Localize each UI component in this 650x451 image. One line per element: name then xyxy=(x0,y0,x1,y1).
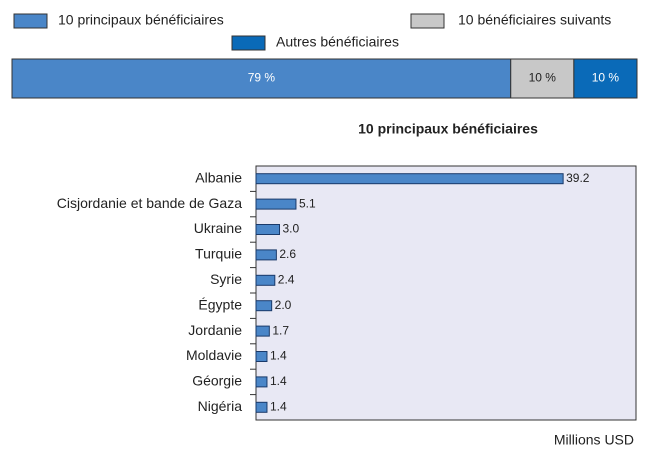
bar xyxy=(255,249,277,261)
value-label: 10 % xyxy=(529,71,557,85)
bar xyxy=(255,173,564,185)
category-label: Albanie xyxy=(195,169,242,185)
bar xyxy=(255,325,270,337)
value-label: 2.4 xyxy=(278,272,295,286)
value-label: 2.6 xyxy=(279,247,296,261)
category-label: Nigéria xyxy=(198,398,243,414)
value-label: 1.4 xyxy=(270,399,287,413)
legend-swatch xyxy=(13,13,48,29)
value-label: 5.1 xyxy=(299,196,316,210)
category-label: Cisjordanie et bande de Gaza xyxy=(57,195,242,211)
bar-segment xyxy=(573,58,638,99)
value-label: 2.0 xyxy=(275,298,292,312)
category-label: Syrie xyxy=(210,271,242,287)
bar xyxy=(255,401,268,413)
value-label: 3.0 xyxy=(283,222,300,236)
category-label: Moldavie xyxy=(186,347,242,363)
legend-swatch xyxy=(410,13,445,29)
value-label: 10 % xyxy=(592,71,620,85)
category-label: Égypte xyxy=(198,296,242,312)
plot-area xyxy=(255,165,637,421)
bar xyxy=(255,300,273,312)
chart-title: 10 principaux bénéficiaires xyxy=(358,121,538,137)
value-label: 79 % xyxy=(248,71,276,85)
category-label: Géorgie xyxy=(192,373,242,389)
value-label: 1.4 xyxy=(270,374,287,388)
value-label: 1.7 xyxy=(272,323,289,337)
legend-label: Autres bénéficiaires xyxy=(276,34,399,50)
category-label: Ukraine xyxy=(194,220,242,236)
category-label: Turquie xyxy=(195,246,242,262)
bar xyxy=(255,198,297,210)
category-label: Jordanie xyxy=(188,322,242,338)
bar xyxy=(255,376,268,388)
axis-label: Millions USD xyxy=(554,432,634,448)
bar-segment xyxy=(11,58,512,99)
value-label: 39.2 xyxy=(566,171,590,185)
legend-label: 10 principaux bénéficiaires xyxy=(58,12,224,28)
bar xyxy=(255,224,281,235)
bar xyxy=(255,274,276,286)
legend-label: 10 bénéficiaires suivants xyxy=(458,12,611,28)
bar-segment xyxy=(510,58,575,99)
value-label: 1.4 xyxy=(270,349,287,363)
legend-swatch xyxy=(231,35,266,51)
bar xyxy=(255,351,268,362)
